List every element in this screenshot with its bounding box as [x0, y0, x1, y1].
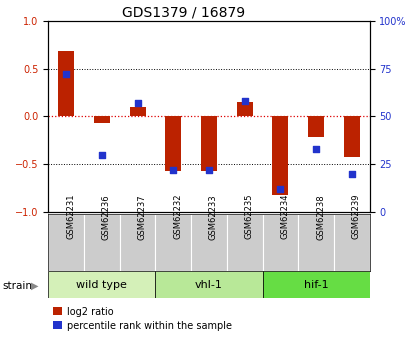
- Point: [312, 146, 319, 152]
- Text: GSM62232: GSM62232: [173, 194, 182, 239]
- Bar: [155, 271, 262, 298]
- Text: hif-1: hif-1: [304, 280, 328, 289]
- Point: [98, 152, 105, 157]
- Bar: [48, 214, 84, 271]
- Bar: [129, 107, 146, 117]
- Text: vhl-1: vhl-1: [195, 280, 223, 289]
- Bar: [298, 214, 334, 271]
- Bar: [262, 271, 370, 298]
- Text: GSM62238: GSM62238: [316, 194, 325, 239]
- Point: [134, 100, 141, 106]
- Bar: [334, 214, 370, 271]
- Text: GSM62237: GSM62237: [138, 194, 147, 239]
- Bar: [165, 117, 181, 171]
- Text: GSM62239: GSM62239: [352, 194, 361, 239]
- Bar: [227, 214, 262, 271]
- Text: ▶: ▶: [31, 281, 38, 290]
- Legend: log2 ratio, percentile rank within the sample: log2 ratio, percentile rank within the s…: [53, 307, 232, 331]
- Text: GSM62234: GSM62234: [281, 194, 289, 239]
- Bar: [191, 214, 227, 271]
- Bar: [94, 117, 110, 123]
- Bar: [272, 117, 289, 195]
- Bar: [201, 117, 217, 171]
- Text: GSM62233: GSM62233: [209, 194, 218, 239]
- Title: GDS1379 / 16879: GDS1379 / 16879: [122, 6, 245, 20]
- Text: GSM62231: GSM62231: [66, 194, 75, 239]
- Point: [63, 71, 70, 77]
- Point: [349, 171, 355, 177]
- Text: wild type: wild type: [76, 280, 127, 289]
- Bar: [84, 214, 120, 271]
- Point: [241, 98, 248, 104]
- Bar: [120, 214, 155, 271]
- Text: strain: strain: [2, 281, 32, 290]
- Point: [277, 186, 284, 192]
- Bar: [262, 214, 298, 271]
- Bar: [58, 51, 74, 117]
- Text: GSM62236: GSM62236: [102, 194, 111, 239]
- Bar: [48, 271, 155, 298]
- Point: [170, 167, 177, 173]
- Point: [206, 167, 212, 173]
- Text: GSM62235: GSM62235: [244, 194, 254, 239]
- Bar: [308, 117, 324, 138]
- Bar: [155, 214, 191, 271]
- Bar: [344, 117, 360, 157]
- Bar: [236, 102, 253, 117]
